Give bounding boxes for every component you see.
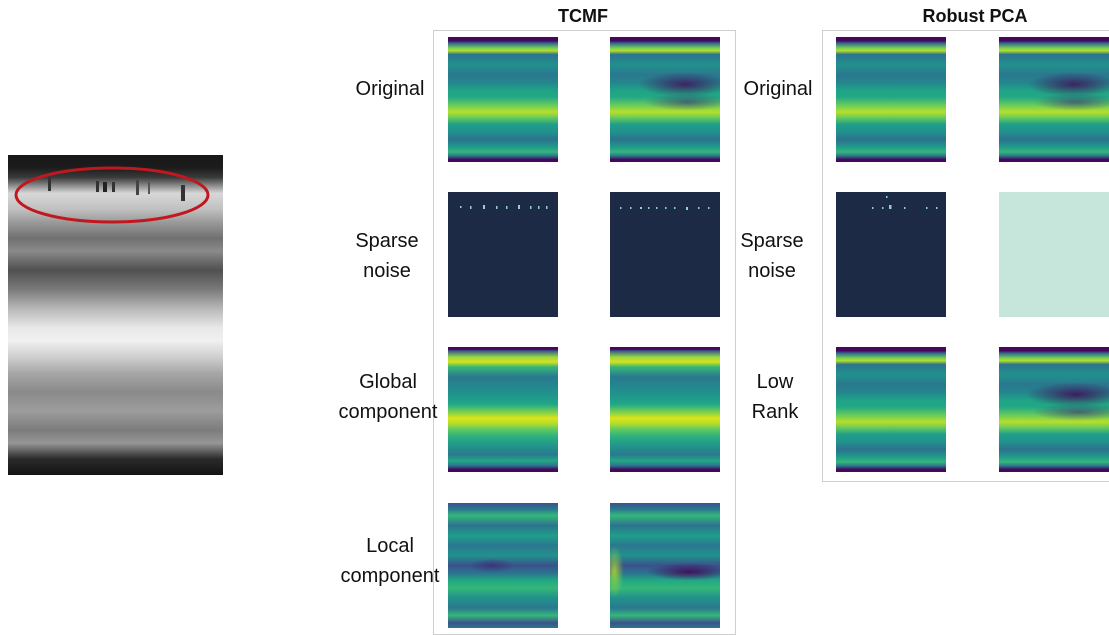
rpca-original-tile-1 bbox=[836, 37, 946, 162]
tcmf-sparse-tile-1 bbox=[448, 192, 558, 317]
sparse-dot bbox=[530, 206, 532, 209]
input-image-overlay bbox=[14, 166, 210, 224]
sparse-dot bbox=[496, 206, 498, 209]
tcmf-header: TCMF bbox=[558, 6, 608, 26]
tcmf-label-global-component: Global component bbox=[338, 371, 438, 423]
tcmf-local-tile-2 bbox=[610, 503, 720, 628]
input-image bbox=[8, 155, 223, 475]
tcmf-original-tile-1 bbox=[448, 37, 558, 162]
blemish bbox=[103, 182, 107, 192]
sparse-dot bbox=[686, 207, 688, 210]
blemish bbox=[96, 181, 99, 192]
sparse-dot bbox=[904, 207, 906, 209]
sparse-dot bbox=[620, 207, 622, 209]
input-image-texture bbox=[8, 155, 223, 475]
rpca-label-low-rank: Low Rank bbox=[751, 371, 799, 423]
robust-pca-header: Robust PCA bbox=[922, 6, 1028, 26]
sparse-dot bbox=[518, 205, 520, 209]
sparse-dot bbox=[872, 207, 874, 209]
sparse-dot bbox=[630, 207, 632, 209]
sparse-dot bbox=[698, 207, 700, 209]
rpca-label-original: Original bbox=[743, 78, 813, 100]
tcmf-original-tile-2 bbox=[610, 37, 720, 162]
rpca-sparse-tile-1 bbox=[836, 192, 946, 317]
tcmf-global-tile-1 bbox=[448, 347, 558, 472]
blemish bbox=[112, 182, 115, 192]
robust-pca-panel bbox=[822, 30, 1109, 482]
blemish bbox=[136, 180, 139, 195]
sparse-dot bbox=[538, 206, 540, 209]
sparse-dot bbox=[936, 207, 938, 209]
sparse-dot bbox=[889, 205, 892, 209]
sparse-dot bbox=[546, 206, 548, 209]
tcmf-label-local-component: Local component bbox=[340, 535, 440, 587]
tcmf-label-sparse-noise: Sparse noise bbox=[355, 230, 419, 282]
tcmf-sparse-tile-2 bbox=[610, 192, 720, 317]
sparse-dot bbox=[708, 207, 710, 209]
sparse-dot bbox=[882, 207, 884, 209]
highlight-ellipse bbox=[14, 166, 210, 224]
sparse-dot bbox=[506, 206, 508, 209]
rpca-sparse-tile-2 bbox=[999, 192, 1109, 317]
tcmf-label-original: Original bbox=[355, 78, 425, 100]
rpca-lowrank-tile-1 bbox=[836, 347, 946, 472]
sparse-dot bbox=[460, 206, 462, 208]
blemish bbox=[48, 177, 51, 191]
sparse-dot bbox=[483, 205, 485, 209]
rpca-lowrank-tile-2 bbox=[999, 347, 1109, 472]
rpca-label-sparse-noise: Sparse noise bbox=[740, 230, 804, 282]
tcmf-local-tile-1 bbox=[448, 503, 558, 628]
blemish bbox=[148, 182, 150, 194]
sparse-dot bbox=[886, 196, 888, 198]
sparse-dot bbox=[926, 207, 928, 209]
rpca-original-tile-2 bbox=[999, 37, 1109, 162]
sparse-dot bbox=[648, 207, 650, 209]
tcmf-global-tile-2 bbox=[610, 347, 720, 472]
sparse-dot bbox=[674, 207, 676, 209]
blemish bbox=[181, 185, 185, 201]
sparse-dot bbox=[665, 207, 667, 209]
sparse-dot bbox=[656, 207, 658, 209]
sparse-dot bbox=[640, 207, 642, 209]
sparse-dot bbox=[470, 206, 472, 209]
